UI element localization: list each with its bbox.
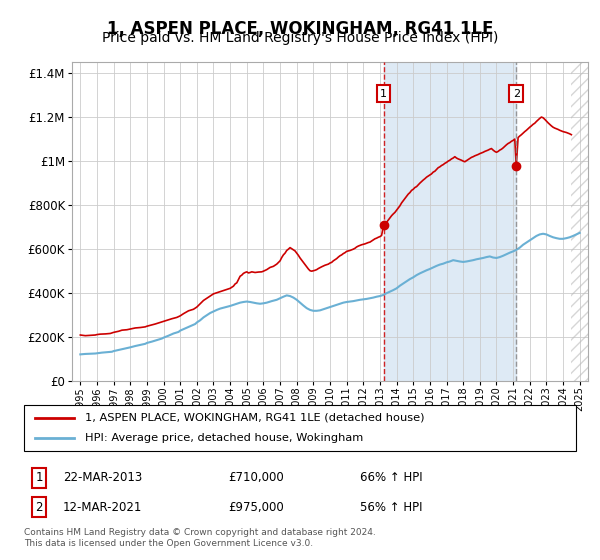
- Text: 66% ↑ HPI: 66% ↑ HPI: [360, 471, 422, 484]
- Text: 1: 1: [35, 471, 43, 484]
- Text: 2: 2: [512, 88, 520, 99]
- Text: 1: 1: [380, 88, 387, 99]
- Text: Contains HM Land Registry data © Crown copyright and database right 2024.
This d: Contains HM Land Registry data © Crown c…: [24, 528, 376, 548]
- Text: 56% ↑ HPI: 56% ↑ HPI: [360, 501, 422, 514]
- Text: Price paid vs. HM Land Registry's House Price Index (HPI): Price paid vs. HM Land Registry's House …: [102, 31, 498, 45]
- Text: 12-MAR-2021: 12-MAR-2021: [63, 501, 142, 514]
- Text: £975,000: £975,000: [228, 501, 284, 514]
- Text: 22-MAR-2013: 22-MAR-2013: [63, 471, 142, 484]
- Text: 1, ASPEN PLACE, WOKINGHAM, RG41 1LE (detached house): 1, ASPEN PLACE, WOKINGHAM, RG41 1LE (det…: [85, 413, 424, 423]
- FancyBboxPatch shape: [24, 405, 576, 451]
- Bar: [383, 62, 516, 381]
- Text: 2: 2: [35, 501, 43, 514]
- Text: HPI: Average price, detached house, Wokingham: HPI: Average price, detached house, Woki…: [85, 433, 363, 443]
- Text: £710,000: £710,000: [228, 471, 284, 484]
- Text: 1, ASPEN PLACE, WOKINGHAM, RG41 1LE: 1, ASPEN PLACE, WOKINGHAM, RG41 1LE: [107, 20, 493, 38]
- Bar: [571, 62, 592, 381]
- Bar: [571, 62, 592, 381]
